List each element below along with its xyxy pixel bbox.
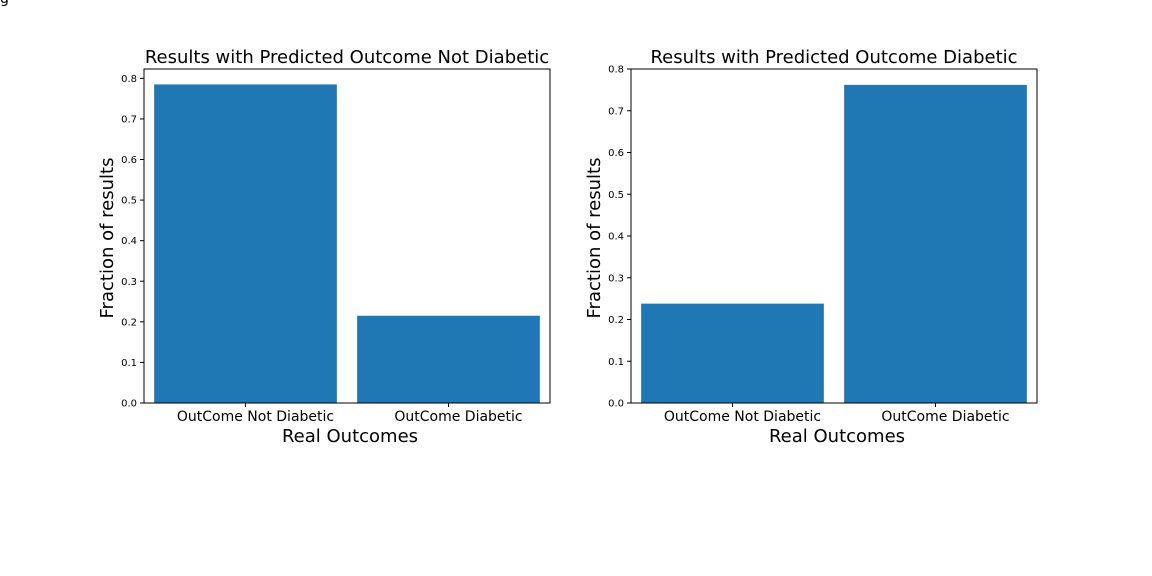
right-ytick-label-7: 0.7 xyxy=(608,106,624,117)
right-ytick-label-8: 0.8 xyxy=(608,65,624,76)
left-ytick-label-8: 0.8 xyxy=(121,74,137,85)
right-category-label-0: OutCome Not Diabetic xyxy=(664,409,821,425)
right-ytick-label-2: 0.2 xyxy=(608,315,624,326)
right-x-axis-label: Real Outcomes xyxy=(769,426,905,447)
left-bar-0 xyxy=(154,84,337,404)
right-ytick-label-5: 0.5 xyxy=(608,190,624,201)
right-ytick-label-3: 0.3 xyxy=(608,273,624,284)
right-category-label-1: OutCome Diabetic xyxy=(881,409,1009,425)
right-ytick-label-6: 0.6 xyxy=(608,148,624,159)
left-bar-1 xyxy=(357,315,540,403)
right-ytick-label-1: 0.1 xyxy=(608,357,624,368)
left-chart-title: Results with Predicted Outcome Not Diabe… xyxy=(145,47,549,68)
left-ytick-label-5: 0.5 xyxy=(121,196,137,207)
right-chart-title: Results with Predicted Outcome Diabetic xyxy=(650,47,1017,68)
right-ytick-label-4: 0.4 xyxy=(608,232,624,243)
left-ytick-label-2: 0.2 xyxy=(121,317,137,328)
left-ytick-label-6: 0.6 xyxy=(121,155,137,166)
left-axes-frame xyxy=(143,68,551,404)
left-ytick-label-0: 0.0 xyxy=(121,399,137,410)
left-ytick-label-3: 0.3 xyxy=(121,277,137,288)
chart-right: 0.0 0.1 0.2 0.3 0.4 0.5 0.6 0.7 0.8 OutCome Not D… xyxy=(584,47,1038,447)
left-category-label-0: OutCome Not Diabetic xyxy=(177,409,334,425)
left-ytick-label-1: 0.1 xyxy=(121,358,137,369)
left-ytick-label-4: 0.4 xyxy=(121,236,137,247)
right-y-axis-label: Fraction of results xyxy=(584,158,605,319)
chart-left: 0.0 0.1 0.2 0.3 0.4 0.5 0.6 0.7 0.8 OutCome Not D… xyxy=(97,47,551,447)
figure-corner-text: g xyxy=(0,0,9,7)
left-x-axis-label: Real Outcomes xyxy=(282,426,418,447)
left-category-label-1: OutCome Diabetic xyxy=(394,409,522,425)
right-ytick-label-0: 0.0 xyxy=(608,399,624,410)
right-bar-0 xyxy=(641,303,824,403)
right-bar-1 xyxy=(844,84,1027,404)
left-y-axis-label: Fraction of results xyxy=(97,158,118,319)
left-ytick-label-7: 0.7 xyxy=(121,114,137,125)
